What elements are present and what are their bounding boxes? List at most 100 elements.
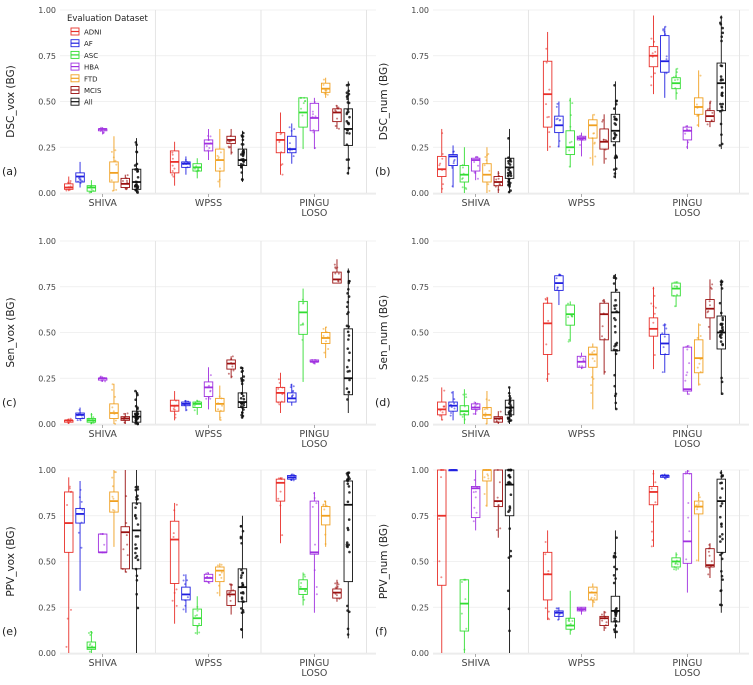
data-point <box>579 143 582 146</box>
panel-f: 0.00 0.25 0.50 0.75 1.00 SHIVA WPSS PINGU LOSO PP… <box>375 466 749 679</box>
data-point <box>592 132 595 135</box>
data-point <box>65 645 68 648</box>
data-point <box>229 591 232 594</box>
data-point <box>112 497 115 500</box>
box-All <box>343 268 353 414</box>
data-point <box>720 333 723 336</box>
data-point <box>299 585 302 588</box>
box-iqr <box>599 128 609 150</box>
data-point <box>104 380 107 383</box>
box-iqr <box>86 641 97 650</box>
box-HBA <box>309 358 320 365</box>
data-point <box>220 571 223 574</box>
data-point <box>508 163 512 166</box>
y-tick-label: 0.50 <box>411 329 429 338</box>
data-point <box>134 419 138 422</box>
data-point <box>612 628 616 631</box>
data-point <box>311 505 314 508</box>
box-All <box>237 130 248 183</box>
data-point <box>571 102 574 105</box>
data-point <box>721 532 724 536</box>
data-point <box>304 575 307 578</box>
data-point <box>439 162 442 165</box>
data-point <box>441 411 444 414</box>
data-point <box>548 145 551 148</box>
data-point <box>438 518 441 521</box>
data-point <box>613 115 616 119</box>
box-iqr <box>332 271 342 284</box>
box-FTD <box>588 113 598 166</box>
data-point <box>347 485 351 488</box>
box-iqr <box>192 608 202 627</box>
y-axis-label: PPV_vox (BG) <box>5 526 17 596</box>
box-MCIS <box>120 412 130 424</box>
box-iqr <box>203 139 214 152</box>
data-point <box>593 597 596 600</box>
data-point <box>135 546 139 550</box>
data-point <box>111 189 114 192</box>
x-group-label-line: PINGU <box>299 429 329 440</box>
box-iqr <box>237 568 248 603</box>
data-point <box>231 355 234 358</box>
data-point <box>347 338 350 341</box>
y-tick-label: 0.75 <box>38 283 56 292</box>
data-point <box>327 347 330 350</box>
box-AF <box>660 473 670 480</box>
x-group-label: PINGU LOSO <box>672 429 702 450</box>
box-iqr <box>343 108 353 146</box>
box-All <box>610 81 621 179</box>
data-point <box>614 330 617 334</box>
data-point <box>676 67 679 70</box>
data-point <box>507 173 511 177</box>
y-tick-label: 0.00 <box>38 189 56 198</box>
data-point <box>299 324 302 327</box>
data-point <box>544 540 547 543</box>
data-point <box>175 604 178 607</box>
data-point <box>218 574 221 577</box>
box-iqr <box>287 135 297 154</box>
data-point <box>134 513 137 517</box>
data-point <box>462 393 465 396</box>
data-point <box>721 578 724 581</box>
y-tick-label: 0.75 <box>411 512 429 521</box>
data-point <box>613 122 617 125</box>
data-point <box>228 595 231 598</box>
data-point <box>122 548 125 551</box>
data-point <box>602 138 605 141</box>
data-point <box>483 476 486 479</box>
data-point <box>653 294 656 297</box>
data-point <box>300 107 303 110</box>
data-point <box>239 396 243 400</box>
box-MCIS <box>226 583 236 615</box>
data-point <box>718 515 722 519</box>
data-point <box>509 549 513 553</box>
data-point <box>721 31 725 35</box>
data-point <box>172 532 175 535</box>
data-point <box>472 520 475 523</box>
x-group-label-line: LOSO <box>301 439 327 450</box>
box-iqr <box>75 172 85 183</box>
data-point <box>66 504 69 507</box>
box-MCIS <box>332 104 342 130</box>
data-point <box>508 400 512 404</box>
y-tick-label: 1.00 <box>411 6 429 15</box>
box-HBA <box>470 401 481 415</box>
data-point <box>548 131 551 134</box>
box-HBA <box>203 128 214 161</box>
data-point <box>544 553 547 556</box>
data-point <box>662 28 665 31</box>
box-MCIS <box>493 171 503 193</box>
box-iqr <box>482 469 492 482</box>
x-group-label-line: SHIVA <box>461 429 490 440</box>
box-iqr <box>588 346 598 368</box>
data-point <box>567 302 570 305</box>
box-FTD <box>693 70 704 128</box>
data-point <box>135 413 139 416</box>
data-point <box>612 348 616 351</box>
data-point <box>322 503 325 506</box>
box-iqr <box>459 165 470 183</box>
data-point <box>719 481 722 485</box>
data-point <box>696 124 699 127</box>
y-tick-label: 0.25 <box>411 374 429 383</box>
data-point <box>337 280 340 283</box>
